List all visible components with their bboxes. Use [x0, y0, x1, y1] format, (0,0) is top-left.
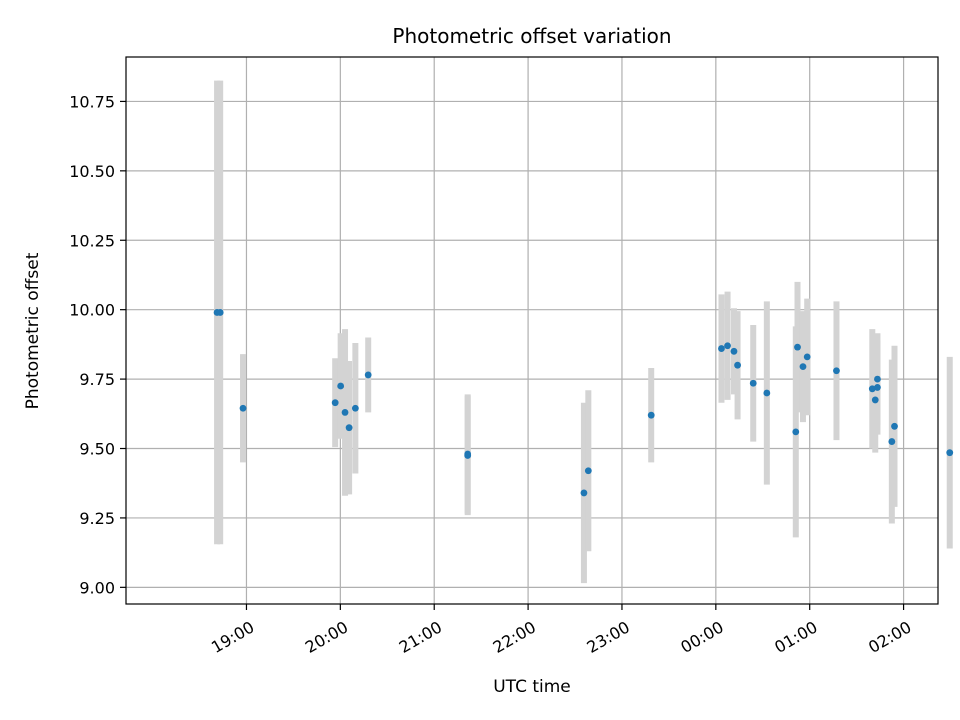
data-point — [763, 389, 771, 397]
data-point — [331, 399, 339, 407]
y-tick-label: 9.00 — [79, 578, 115, 597]
x-tick-label: 00:00 — [677, 617, 726, 657]
data-point — [874, 384, 881, 391]
data-point — [580, 489, 588, 497]
data-point — [345, 424, 353, 432]
data-point — [341, 409, 349, 416]
data-point — [724, 342, 731, 350]
data-point — [584, 467, 592, 475]
y-tick-label: 10.75 — [69, 92, 115, 111]
data-point — [337, 382, 345, 390]
y-tick-label: 9.75 — [79, 370, 115, 389]
y-axis-ticks: 9.00 9.25 9.50 9.75 10.00 10.25 10.50 10.75 — [69, 92, 126, 597]
data-point — [730, 347, 738, 355]
grid — [126, 57, 938, 604]
data-point — [794, 343, 801, 351]
data-point — [734, 361, 741, 369]
x-axis-ticks: 19:00 20:00 21:00 22:00 23:00 00:00 01:00 02:00… — [208, 604, 960, 657]
data-point — [874, 375, 881, 383]
data-point — [792, 428, 800, 436]
data-point — [891, 422, 898, 430]
data-point — [718, 345, 725, 352]
data-points — [213, 309, 954, 497]
plot-frame — [125, 56, 939, 605]
data-point — [946, 449, 954, 457]
x-tick-label: 22:00 — [490, 617, 539, 657]
error-bars — [214, 80, 953, 584]
data-point — [464, 450, 472, 458]
y-tick-label: 10.25 — [69, 231, 115, 250]
data-point — [749, 379, 757, 387]
x-tick-label: 20:00 — [302, 617, 351, 657]
data-point — [647, 411, 655, 419]
y-tick-label: 9.50 — [79, 440, 115, 459]
data-point — [216, 309, 224, 316]
y-tick-label: 10.50 — [69, 162, 115, 181]
data-point — [803, 353, 811, 361]
y-axis-label: Photometric offset — [23, 252, 43, 409]
data-point — [364, 371, 372, 379]
data-point — [868, 385, 876, 393]
data-point — [799, 363, 807, 370]
x-tick-label: 23:00 — [584, 617, 633, 657]
x-tick-label: 21:00 — [396, 617, 445, 657]
y-tick-label: 9.25 — [79, 509, 115, 528]
data-point — [351, 404, 359, 412]
data-point — [888, 438, 896, 445]
x-axis-label: UTC time — [493, 677, 571, 697]
x-tick-label: 01:00 — [771, 617, 820, 657]
data-point — [239, 404, 247, 412]
chart-title: Photometric offset variation — [392, 24, 671, 48]
y-tick-label: 10.00 — [69, 301, 115, 320]
data-point — [833, 367, 840, 375]
x-tick-label: 02:00 — [865, 617, 914, 657]
x-tick-label: 19:00 — [208, 617, 257, 657]
data-point — [871, 396, 879, 404]
